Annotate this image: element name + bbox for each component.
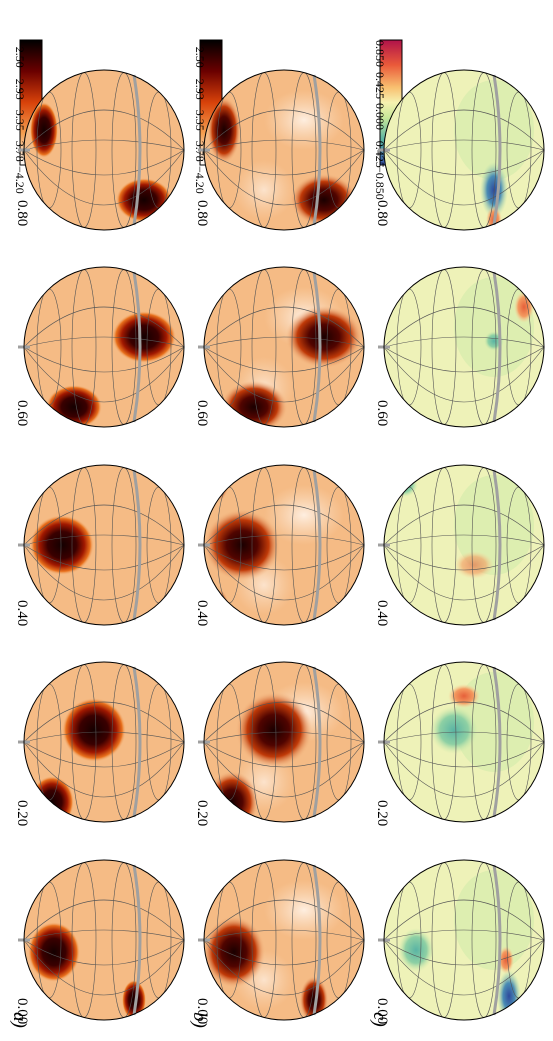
equator-line bbox=[492, 469, 502, 621]
spot bbox=[210, 588, 230, 625]
equator-line bbox=[312, 74, 322, 226]
sphere-r2-p0 bbox=[378, 859, 545, 1021]
sphere-outline bbox=[23, 69, 185, 231]
spot bbox=[204, 916, 266, 988]
spheres bbox=[18, 69, 545, 1021]
phase-label-a-4: 0.80 bbox=[14, 200, 30, 226]
equator-line bbox=[132, 666, 142, 818]
colorbar-c-tick-4: −0.850 bbox=[373, 166, 387, 200]
spot bbox=[285, 305, 363, 369]
equator-line bbox=[492, 864, 502, 1016]
equator-line bbox=[492, 666, 502, 818]
sphere-outline bbox=[23, 266, 185, 428]
equator-line bbox=[132, 469, 142, 621]
phase-label-c-3: 0.60 bbox=[374, 400, 390, 426]
sphere-r2-p4 bbox=[378, 69, 545, 231]
sphere-r0-p0 bbox=[18, 859, 185, 1021]
phase-labels-c: 0.80 0.60 0.40 0.20 0.00 bbox=[374, 200, 390, 1024]
phase-label-c-4: 0.80 bbox=[374, 200, 390, 226]
colorbar-a-tick-2: −3.35 bbox=[13, 103, 27, 131]
phase-label-b-4: 0.80 bbox=[194, 200, 210, 226]
sphere-r0-p3 bbox=[18, 266, 185, 428]
sphere-outline bbox=[383, 859, 545, 1021]
sphere-r2-p3 bbox=[378, 266, 545, 428]
equator-line bbox=[492, 74, 502, 226]
phase-label-b-1: 0.20 bbox=[194, 800, 210, 826]
colorbar-b-tick-4: −4.20 bbox=[193, 166, 207, 194]
sphere-grid bbox=[204, 72, 364, 228]
phase-label-b-2: 0.40 bbox=[194, 600, 210, 626]
colorbar-c-tick-1: 0.425 bbox=[373, 72, 387, 99]
phase-label-a-3: 0.60 bbox=[14, 400, 30, 426]
spot bbox=[62, 698, 126, 762]
spot bbox=[207, 96, 241, 164]
sphere-r0-p1 bbox=[18, 661, 185, 823]
spot bbox=[28, 922, 80, 982]
equator-line bbox=[132, 74, 142, 226]
spot bbox=[235, 691, 313, 769]
sphere-outline bbox=[203, 69, 365, 231]
panel-label-b: b) bbox=[189, 1012, 210, 1028]
colorbar-b-tick-1: −2.93 bbox=[193, 72, 207, 100]
equator-line bbox=[492, 271, 502, 423]
spot bbox=[116, 178, 172, 222]
colorbar-a-tick-0: −2.50 bbox=[13, 40, 27, 68]
sphere-outline bbox=[203, 266, 365, 428]
spot bbox=[30, 515, 94, 575]
sphere-r1-p2 bbox=[198, 464, 365, 626]
spot bbox=[210, 465, 230, 502]
sphere-outline bbox=[203, 859, 365, 1021]
sphere-outline bbox=[383, 266, 545, 428]
phase-label-b-0: 0.00 bbox=[194, 998, 210, 1024]
sphere-r1-p0 bbox=[198, 859, 365, 1021]
sphere-outline bbox=[203, 661, 365, 823]
colorbar-b-tick-0: −2.50 bbox=[193, 40, 207, 68]
sphere-r1-p3 bbox=[198, 266, 365, 428]
sphere-r0-p2 bbox=[18, 464, 185, 626]
sphere-disk bbox=[24, 860, 184, 1020]
spot bbox=[204, 509, 281, 581]
colorbar-a-tick-1: −2.93 bbox=[13, 72, 27, 100]
panel-label-c: c) bbox=[369, 1012, 390, 1027]
sphere-outline bbox=[383, 661, 545, 823]
colorbar-c-tick-2: 0.000 bbox=[373, 103, 387, 130]
sphere-outline bbox=[383, 464, 545, 626]
phase-label-a-0: 0.00 bbox=[14, 998, 30, 1024]
phase-label-c-1: 0.20 bbox=[374, 800, 390, 826]
equator-line bbox=[132, 271, 142, 423]
panel-label-a: a) bbox=[9, 1012, 30, 1028]
colorbar-a-tick-3: −3.78 bbox=[13, 134, 27, 162]
equator-line bbox=[312, 666, 322, 818]
colorbar-c-tick-0: 0.850 bbox=[373, 40, 387, 67]
spot bbox=[290, 173, 358, 227]
phase-label-c-2: 0.40 bbox=[374, 600, 390, 626]
sphere-r1-p1 bbox=[198, 661, 365, 823]
spot bbox=[30, 776, 74, 822]
sphere-r0-p4 bbox=[18, 69, 185, 231]
sphere-outline bbox=[23, 661, 185, 823]
phase-label-b-3: 0.60 bbox=[194, 400, 210, 426]
phase-labels-b: 0.80 0.60 0.40 0.20 0.00 bbox=[194, 200, 210, 1024]
sphere-r1-p4 bbox=[198, 69, 365, 231]
sphere-r2-p1 bbox=[378, 661, 545, 823]
sphere-disk bbox=[24, 465, 184, 625]
sphere-outline bbox=[203, 464, 365, 626]
phase-label-a-1: 0.20 bbox=[14, 800, 30, 826]
sphere-r2-p2 bbox=[378, 464, 545, 626]
equator-line bbox=[312, 271, 322, 423]
colorbar-a-tick-4: −4.20 bbox=[13, 166, 27, 194]
equator-line bbox=[312, 864, 322, 1016]
sphere-outline bbox=[23, 859, 185, 1021]
colorbar-b-tick-3: −3.78 bbox=[193, 134, 207, 162]
phase-label-a-2: 0.40 bbox=[14, 600, 30, 626]
phase-labels-a: 0.80 0.60 0.40 0.20 0.00 bbox=[14, 200, 30, 1024]
sphere-outline bbox=[383, 69, 545, 231]
spot bbox=[112, 311, 176, 363]
equator-line bbox=[132, 864, 142, 1016]
sphere-outline bbox=[23, 464, 185, 626]
colorbar-b-tick-2: −3.35 bbox=[193, 103, 207, 131]
equator-line bbox=[312, 469, 322, 621]
phase-label-c-0: 0.00 bbox=[374, 998, 390, 1024]
